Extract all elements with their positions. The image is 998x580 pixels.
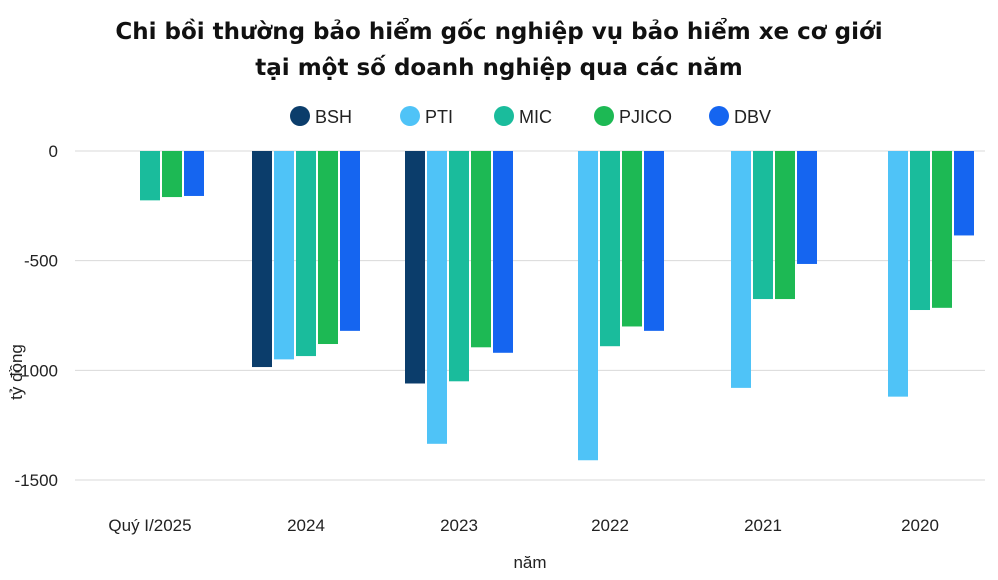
legend-label: PTI xyxy=(425,107,453,127)
x-axis-label: năm xyxy=(513,553,546,572)
y-tick-label: -1500 xyxy=(15,471,58,490)
legend-item-bsh: BSH xyxy=(290,106,352,127)
bar-dbv-2022 xyxy=(644,151,664,331)
gridlines xyxy=(75,150,985,481)
x-tick-label: 2022 xyxy=(591,516,629,535)
bar-dbv-2020 xyxy=(954,151,974,236)
legend-swatch xyxy=(290,106,310,126)
x-tick-label: 2020 xyxy=(901,516,939,535)
chart-legend: BSH PTI MIC PJICO DBV xyxy=(290,106,771,127)
bar-pjico-2021 xyxy=(775,151,795,300)
legend-label: MIC xyxy=(519,107,552,127)
y-tick-label: 0 xyxy=(49,142,58,161)
legend-label: PJICO xyxy=(619,107,672,127)
bar-pti-2020 xyxy=(888,151,908,397)
legend-item-pjico: PJICO xyxy=(594,106,672,127)
bar-mic-2024 xyxy=(296,151,316,357)
legend-swatch xyxy=(400,106,420,126)
bar-mic-2022 xyxy=(600,151,620,347)
y-tick-label: -500 xyxy=(24,252,58,271)
legend-swatch xyxy=(709,106,729,126)
y-axis-ticks: 0 -500 -1000 -1500 xyxy=(15,142,58,490)
y-tick-label: -1000 xyxy=(15,361,58,380)
x-tick-label: Quý I/2025 xyxy=(108,516,191,535)
bar-pti-2022 xyxy=(578,151,598,461)
chart-title: Chi bồi thường bảo hiểm gốc nghiệp vụ bả… xyxy=(0,14,998,86)
bar-dbv-2024 xyxy=(340,151,360,331)
bar-pjico-qu-i-2025 xyxy=(162,151,182,198)
legend-item-mic: MIC xyxy=(494,106,552,127)
bars xyxy=(140,151,974,461)
x-tick-label: 2021 xyxy=(744,516,782,535)
bar-dbv-qu-i-2025 xyxy=(184,151,204,196)
bar-pjico-2022 xyxy=(622,151,642,327)
legend-swatch xyxy=(594,106,614,126)
chart-title-line-1: Chi bồi thường bảo hiểm gốc nghiệp vụ bả… xyxy=(115,19,883,45)
legend-swatch xyxy=(494,106,514,126)
x-axis-ticks: Quý I/2025 2024 2023 2022 2021 2020 xyxy=(108,516,939,535)
legend-item-dbv: DBV xyxy=(709,106,771,127)
bar-pti-2023 xyxy=(427,151,447,444)
chart-title-line-2: tại một số doanh nghiệp qua các năm xyxy=(255,55,743,81)
bar-bsh-2023 xyxy=(405,151,425,384)
bar-mic-2021 xyxy=(753,151,773,300)
bar-pjico-2023 xyxy=(471,151,491,348)
x-tick-label: 2024 xyxy=(287,516,325,535)
x-tick-label: 2023 xyxy=(440,516,478,535)
bar-pti-2021 xyxy=(731,151,751,388)
bar-dbv-2023 xyxy=(493,151,513,353)
bar-pjico-2020 xyxy=(932,151,952,308)
bar-dbv-2021 xyxy=(797,151,817,264)
legend-item-pti: PTI xyxy=(400,106,453,127)
bar-pti-2024 xyxy=(274,151,294,360)
bar-mic-2020 xyxy=(910,151,930,311)
y-axis-label: tỷ đồng xyxy=(7,344,26,400)
bar-mic-2023 xyxy=(449,151,469,382)
legend-label: DBV xyxy=(734,107,771,127)
bar-bsh-2024 xyxy=(252,151,272,368)
bar-pjico-2024 xyxy=(318,151,338,345)
legend-label: BSH xyxy=(315,107,352,127)
bar-mic-qu-i-2025 xyxy=(140,151,160,201)
